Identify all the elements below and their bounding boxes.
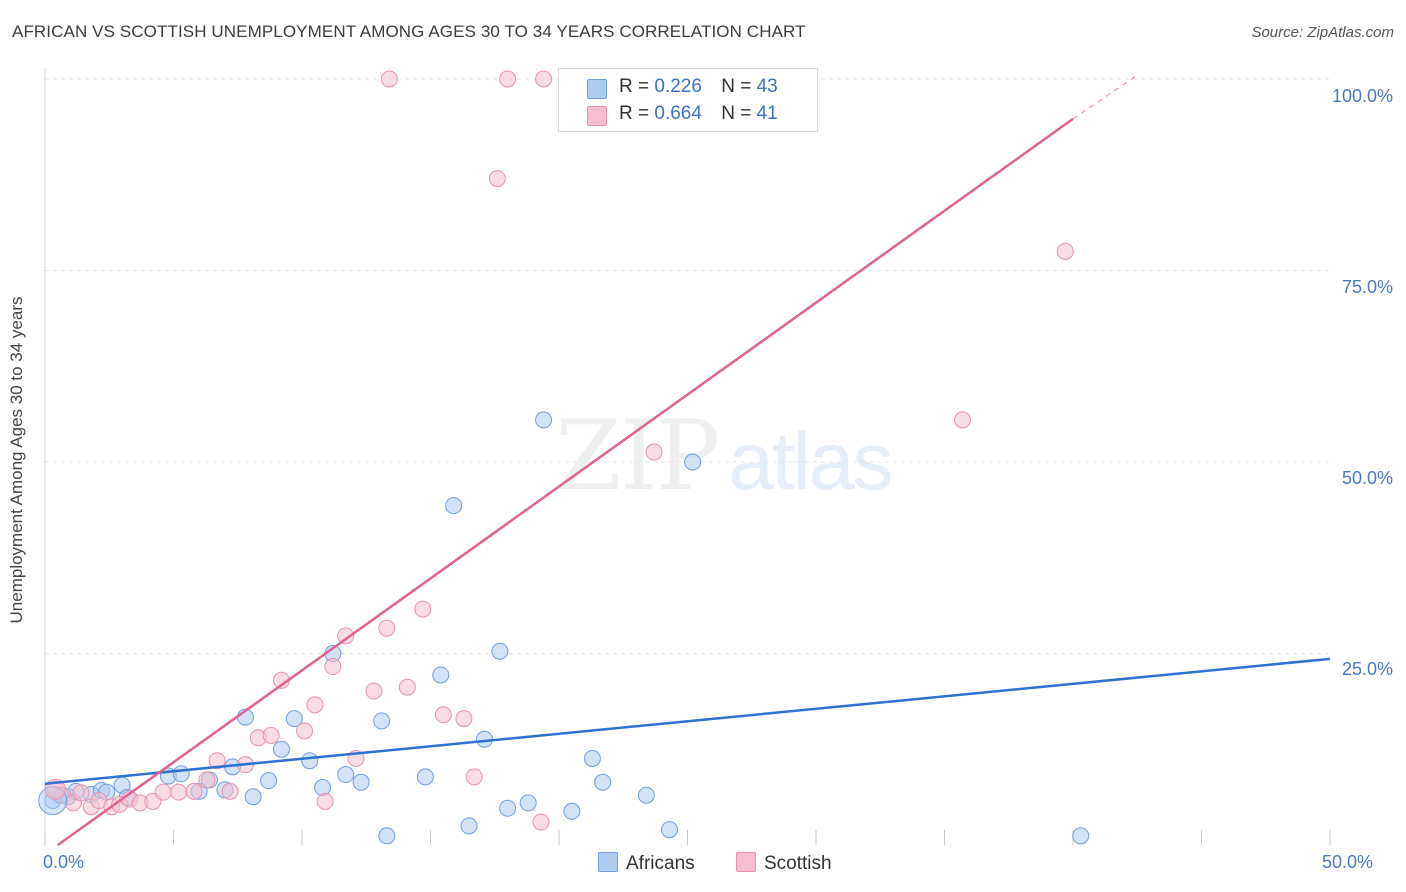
data-point-africans [684,453,702,471]
data-point-scottish [296,722,314,740]
data-point-africans [416,768,434,786]
data-point-africans [661,821,679,839]
data-point-scottish [532,813,550,831]
data-point-scottish [154,783,172,801]
chart-title: AFRICAN VS SCOTTISH UNEMPLOYMENT AMONG A… [12,22,806,41]
legend-r-label: R = [619,76,650,97]
data-point-africans [637,786,655,804]
data-point-africans [373,712,391,730]
data-point-africans [445,497,463,515]
legend-r-value: 0.664 [654,103,702,124]
data-point-scottish [208,752,226,770]
data-point-africans [491,642,509,660]
trend-line-scottish [57,117,1074,847]
legend-row-scottish: R = 0.664 N = 41 [587,103,778,126]
legend-n-label: N = [721,76,752,97]
watermark-atlas: atlas [728,416,893,507]
data-point-scottish [455,710,473,728]
data-point-scottish [1056,242,1074,260]
data-point-africans [535,411,553,429]
y-tick-label: 75.0% [1341,277,1393,297]
bottom-legend-scottish: Scottish [736,852,832,875]
bottom-legend-africans: Africans [598,852,695,875]
bottom-legend-swatch-africans [598,852,618,872]
trend-line-africans [44,657,1331,785]
legend-r-value: 0.226 [654,76,702,97]
data-point-scottish [170,783,188,801]
legend-r-label: R = [619,103,650,124]
data-point-scottish [378,619,396,637]
data-point-africans [272,740,290,758]
data-point-africans [301,752,319,770]
correlation-legend: R = 0.226 N = 43 R = 0.664 N = 41 [558,68,818,132]
data-point-africans [1072,827,1090,845]
data-point-africans [499,799,517,817]
legend-n-value: 43 [756,76,778,97]
data-point-scottish [221,782,239,800]
y-tick-label: 50.0% [1341,468,1393,488]
legend-swatch-africans [587,79,607,99]
y-tick-label: 25.0% [1341,659,1393,679]
data-point-scottish [488,170,506,188]
data-point-scottish [306,696,324,714]
legend-n-label: N = [721,103,752,124]
data-point-scottish [535,70,553,88]
watermark: ZIP atlas [555,400,893,512]
data-point-scottish [185,782,203,800]
data-point-africans [285,710,303,728]
data-point-africans [260,772,278,790]
data-point-africans [352,773,370,791]
y-tick-label: 100.0% [1331,86,1393,106]
data-point-africans [519,794,537,812]
data-point-scottish [434,706,452,724]
data-point-scottish [262,726,280,744]
legend-swatch-scottish [587,106,607,126]
trend-line-scottish-extension [1072,74,1138,120]
data-point-scottish [499,70,517,88]
data-point-scottish [645,443,663,461]
data-point-africans [337,766,355,784]
data-point-africans [594,773,612,791]
data-point-scottish [198,771,216,789]
data-point-scottish [337,627,355,645]
data-point-scottish [316,792,334,810]
x-tick-label: 50.0% [1322,852,1374,872]
data-point-africans [432,666,450,684]
data-point-africans [244,788,262,806]
data-point-scottish [414,600,432,618]
data-point-africans [563,802,581,820]
bottom-legend-label: Africans [626,853,695,874]
legend-n-value: 41 [756,103,778,124]
data-point-scottish [380,70,398,88]
data-point-scottish [365,682,383,700]
data-point-scottish [72,784,90,802]
data-point-scottish [324,658,342,676]
x-tick-label: 0.0% [43,852,85,872]
data-point-africans [378,827,396,845]
data-point-africans [314,779,332,797]
data-point-scottish [953,411,971,429]
bottom-legend-label: Scottish [764,853,832,874]
data-point-africans [583,749,601,767]
data-point-scottish [465,768,483,786]
data-point-africans [172,765,190,783]
bottom-legend-swatch-scottish [736,852,756,872]
data-point-scottish [398,678,416,696]
data-point-africans [460,817,478,835]
legend-row-africans: R = 0.226 N = 43 [587,76,778,99]
source-label: Source: ZipAtlas.com [1251,24,1394,41]
